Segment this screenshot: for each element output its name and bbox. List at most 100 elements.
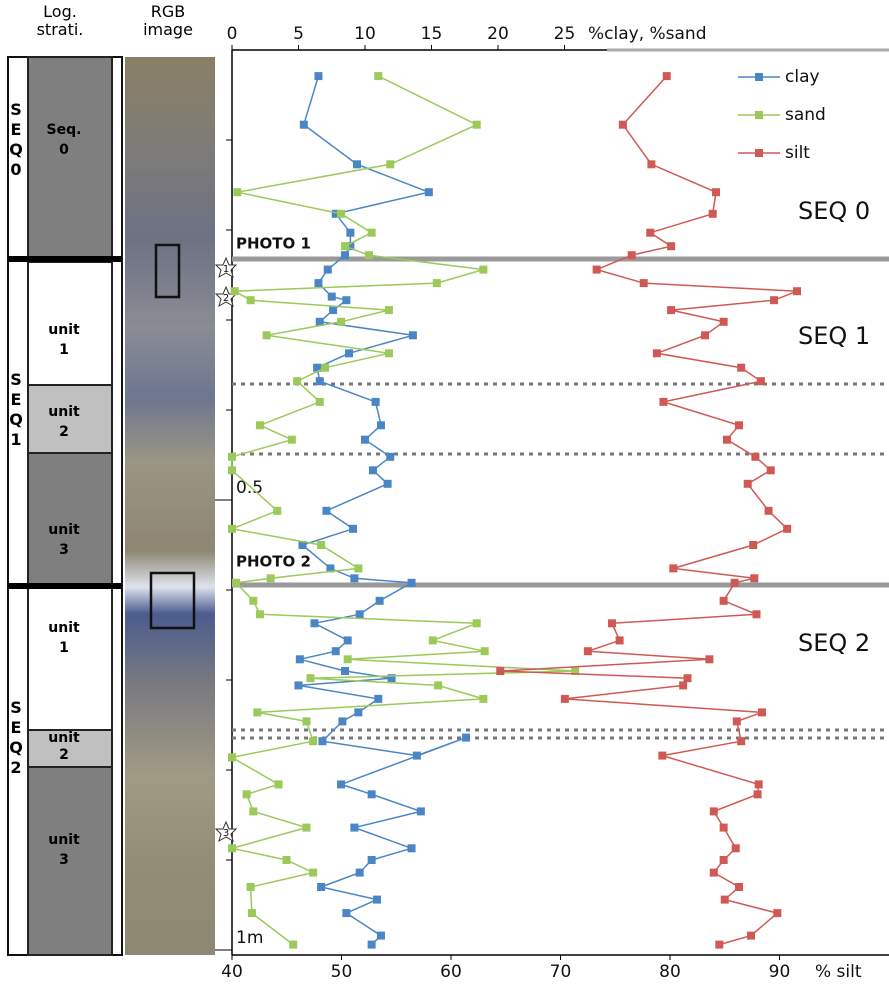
point — [652, 349, 661, 358]
point — [321, 363, 330, 372]
point — [376, 421, 385, 430]
point — [667, 242, 676, 251]
point — [326, 564, 335, 573]
x-tick-label: 20 — [487, 24, 509, 44]
point — [367, 940, 376, 949]
point — [337, 209, 346, 218]
point — [737, 363, 746, 372]
point — [255, 610, 264, 619]
point — [618, 120, 627, 129]
point — [350, 823, 359, 832]
point — [367, 856, 376, 864]
point — [412, 751, 421, 760]
point — [338, 717, 347, 726]
point — [407, 844, 416, 853]
point — [720, 895, 729, 904]
point — [315, 377, 324, 386]
point — [231, 578, 240, 587]
point — [783, 524, 792, 533]
point — [374, 694, 383, 703]
point — [337, 317, 346, 326]
photo-label: PHOTO 2 — [236, 553, 311, 571]
point — [709, 868, 718, 877]
point — [708, 209, 717, 218]
point — [315, 397, 324, 406]
point — [747, 931, 756, 940]
point — [658, 751, 667, 760]
point — [233, 188, 242, 197]
point — [669, 564, 678, 573]
legend-marker — [755, 149, 763, 157]
point — [627, 251, 636, 260]
point — [424, 188, 433, 197]
strat-unit — [27, 587, 113, 731]
legend-label: sand — [785, 105, 826, 125]
point — [432, 279, 441, 288]
point — [273, 506, 282, 515]
point — [764, 506, 773, 515]
point — [496, 667, 505, 675]
strat-unit-label: unit 1 — [48, 620, 80, 656]
point — [228, 524, 236, 533]
point — [317, 883, 326, 891]
point — [299, 120, 308, 129]
point — [683, 674, 692, 683]
point — [329, 306, 338, 315]
x2-tick-label: 70 — [550, 962, 572, 982]
point — [343, 655, 352, 664]
point — [752, 610, 761, 619]
point — [342, 296, 351, 305]
point — [479, 694, 488, 703]
x2-tick-label: 90 — [769, 962, 791, 982]
column-header: Log. strati. — [36, 2, 84, 39]
photo-label: PHOTO 1 — [236, 235, 311, 253]
point — [679, 681, 688, 690]
point — [646, 228, 655, 237]
point — [384, 349, 393, 358]
point — [371, 397, 380, 406]
point — [386, 160, 395, 169]
point — [719, 856, 728, 864]
point — [583, 647, 592, 656]
x2-tick-label: 40 — [221, 962, 243, 982]
photo-box — [149, 571, 196, 630]
point — [298, 541, 307, 549]
point — [246, 296, 255, 305]
point — [386, 452, 395, 461]
point — [317, 541, 326, 549]
point — [313, 363, 322, 372]
seq-label: SEQ 2 — [798, 629, 870, 657]
point — [734, 421, 743, 430]
point — [331, 647, 340, 656]
point — [753, 790, 762, 799]
x2-axis-label: % silt — [815, 962, 862, 982]
strat-unit-label: unit 2 — [48, 404, 80, 440]
x-tick-label: 5 — [293, 24, 304, 44]
point — [341, 667, 350, 675]
point — [428, 636, 437, 645]
strat-side-label: SEQ2 — [9, 698, 23, 777]
point — [719, 317, 728, 326]
strat-unit-label: unit 2 — [48, 730, 80, 763]
marker-label: 2 — [223, 293, 229, 304]
point — [355, 610, 364, 619]
point — [282, 856, 291, 864]
strat-unit-label: unit 3 — [48, 522, 80, 558]
point — [349, 524, 358, 533]
legend-label: clay — [785, 67, 820, 87]
point — [374, 72, 383, 81]
point — [731, 844, 740, 853]
point — [592, 265, 601, 274]
seq-label: SEQ 1 — [798, 322, 870, 350]
point — [434, 681, 443, 690]
point — [472, 120, 481, 129]
point — [253, 708, 262, 717]
point — [737, 737, 746, 746]
point — [331, 209, 340, 218]
point — [315, 317, 324, 326]
point — [659, 397, 668, 406]
point — [323, 265, 332, 274]
point — [757, 708, 766, 717]
